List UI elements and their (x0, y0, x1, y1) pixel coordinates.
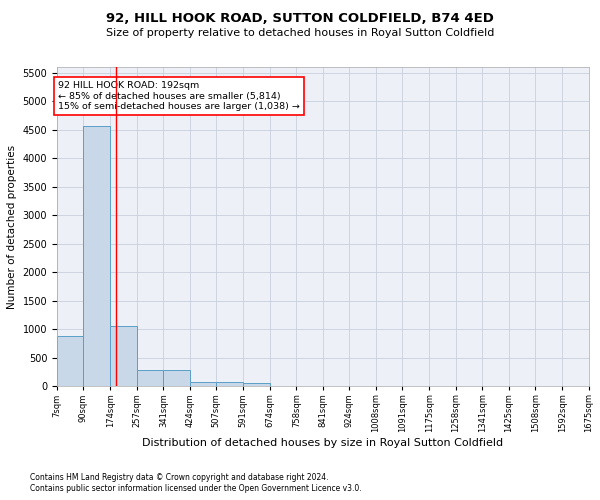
Bar (163, 370, 190, 386)
X-axis label: Distribution of detached houses by size in Royal Sutton Coldfield: Distribution of detached houses by size … (142, 438, 503, 448)
Text: 92 HILL HOOK ROAD: 192sqm
← 85% of detached houses are smaller (5,814)
15% of se: 92 HILL HOOK ROAD: 192sqm ← 85% of detac… (58, 81, 300, 111)
Bar (137, 370, 163, 386)
Bar (110, 326, 137, 386)
Text: 92, HILL HOOK ROAD, SUTTON COLDFIELD, B74 4ED: 92, HILL HOOK ROAD, SUTTON COLDFIELD, B7… (106, 12, 494, 26)
Text: Contains public sector information licensed under the Open Government Licence v3: Contains public sector information licen… (30, 484, 362, 493)
Bar (83, 126, 110, 386)
Text: Size of property relative to detached houses in Royal Sutton Coldfield: Size of property relative to detached ho… (106, 28, 494, 38)
Bar (57, 336, 83, 386)
Y-axis label: Number of detached properties: Number of detached properties (7, 144, 17, 308)
Text: Contains HM Land Registry data © Crown copyright and database right 2024.: Contains HM Land Registry data © Crown c… (30, 472, 329, 482)
Bar (217, 382, 243, 386)
Bar (243, 384, 269, 386)
Bar (190, 382, 217, 386)
